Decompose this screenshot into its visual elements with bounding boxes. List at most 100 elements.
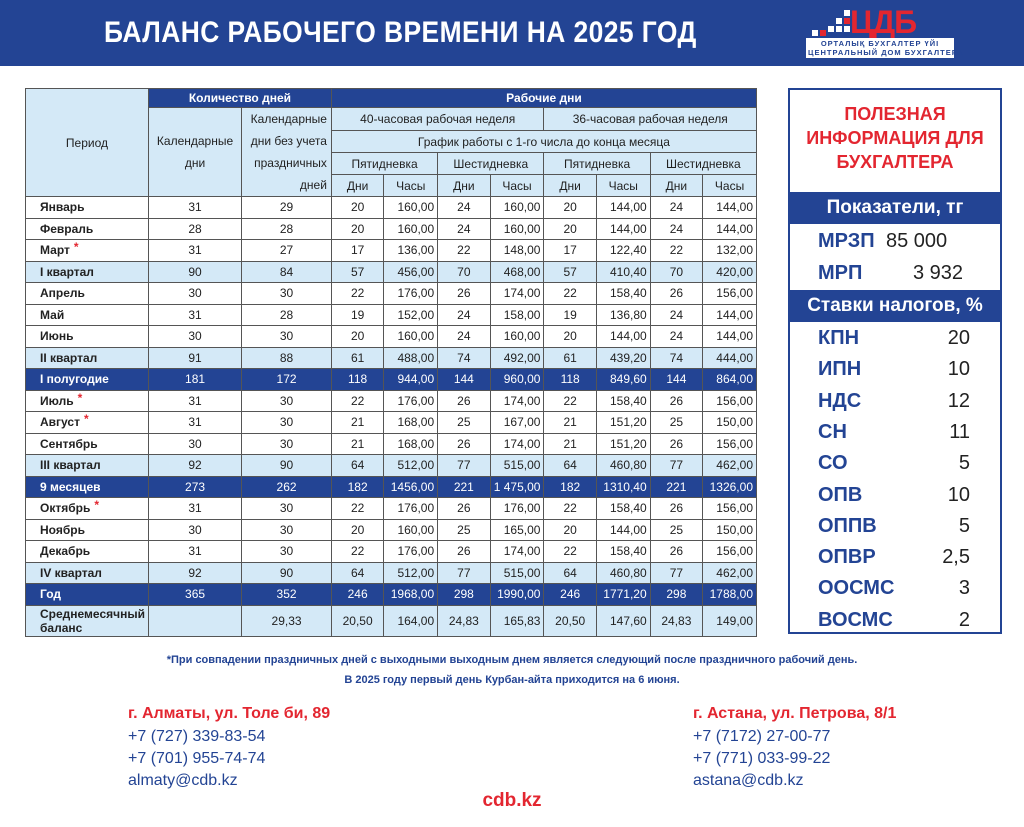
asterisk-mark: * xyxy=(77,390,83,405)
almaty-phone[interactable]: +7 (727) 339-83-54 xyxy=(128,728,266,745)
value-cell: 24,83 xyxy=(437,604,491,637)
value-cell: 144 xyxy=(649,368,704,391)
period-cell: Февраль xyxy=(25,217,149,240)
value-cell: 165,00 xyxy=(489,518,545,541)
value-cell: 144,00 xyxy=(702,303,757,326)
value-cell: 136,80 xyxy=(595,303,651,326)
value-cell: 25 xyxy=(649,411,704,434)
almaty-phone[interactable]: +7 (701) 955-74-74 xyxy=(128,750,266,767)
astana-phone[interactable]: +7 (7172) 27-00-77 xyxy=(693,728,831,745)
value-cell: 118 xyxy=(330,368,385,391)
value-cell: 147,60 xyxy=(595,604,651,637)
value-cell: 26 xyxy=(649,497,704,520)
value-cell: 365 xyxy=(147,583,243,606)
tax-item: КПН 20 xyxy=(818,327,970,350)
value-cell: 64 xyxy=(543,454,597,477)
value-cell: 31 xyxy=(147,411,243,434)
value-cell: 24,83 xyxy=(649,604,704,637)
table-row: Сентябрь 30 30 21 168,00 26 174,00 21 151,20 26 15… xyxy=(25,432,757,455)
tax-rate: 12 xyxy=(947,389,970,412)
value-cell: 144,00 xyxy=(595,196,651,219)
tax-rate: 10 xyxy=(947,483,970,506)
tax-item: ОПВР 2,5 xyxy=(818,546,970,569)
value-cell: 90 xyxy=(241,454,332,477)
tax-item: ИПН 10 xyxy=(818,358,970,381)
period-label: Январь xyxy=(40,200,85,215)
value-cell: 64 xyxy=(330,454,385,477)
astana-email[interactable]: astana@cdb.kz xyxy=(693,772,804,789)
value-cell: 1771,20 xyxy=(595,583,651,606)
value-cell: 512,00 xyxy=(383,454,439,477)
taxes-title: Ставки налогов, % xyxy=(790,290,1000,322)
value-cell: 174,00 xyxy=(489,540,545,563)
value-cell: 26 xyxy=(649,432,704,455)
page-title: БАЛАНС РАБОЧЕГО ВРЕМЕНИ НА 2025 ГОД xyxy=(104,16,697,49)
value-cell: 148,00 xyxy=(489,239,545,262)
almaty-email[interactable]: almaty@cdb.kz xyxy=(128,772,238,789)
period-cell: Август * xyxy=(25,411,149,434)
tax-rate: 3 xyxy=(958,577,970,600)
value-cell: 160,00 xyxy=(489,196,545,219)
tax-rate: 5 xyxy=(958,514,970,537)
period-label: Декабрь xyxy=(40,544,91,559)
value-cell: 21 xyxy=(330,411,385,434)
value-cell: 30 xyxy=(241,432,332,455)
period-cell: Май xyxy=(25,303,149,326)
value-cell: 944,00 xyxy=(383,368,439,391)
value-cell: 444,00 xyxy=(702,346,757,369)
tax-name: ИПН xyxy=(818,358,862,381)
value-cell: 64 xyxy=(543,561,597,584)
value-cell: 31 xyxy=(147,303,243,326)
value-cell: 26 xyxy=(437,432,491,455)
table-row: Март * 31 27 17 136,00 22 148,00 17 122,40 22 132,0… xyxy=(25,239,757,262)
period-cell: Год xyxy=(25,583,149,606)
value-cell: 22 xyxy=(543,540,597,563)
indicator-name: МРЗП xyxy=(818,230,875,252)
value-cell: 88 xyxy=(241,346,332,369)
value-cell: 29 xyxy=(241,196,332,219)
value-cell: 84 xyxy=(241,260,332,283)
value-cell: 488,00 xyxy=(383,346,439,369)
value-cell: 1 475,00 xyxy=(489,475,545,498)
footnote: *При совпадении праздничных дней с выход… xyxy=(166,654,858,666)
period-label: III квартал xyxy=(40,458,101,473)
value-cell: 64 xyxy=(330,561,385,584)
value-cell: 20 xyxy=(330,217,385,240)
value-cell: 77 xyxy=(649,561,704,584)
value-cell: 150,00 xyxy=(702,411,757,434)
value-cell: 151,20 xyxy=(595,432,651,455)
asterisk-mark: * xyxy=(94,498,100,513)
header-days: Дни xyxy=(330,174,385,197)
value-cell: 24 xyxy=(649,196,704,219)
value-cell: 20 xyxy=(330,196,385,219)
value-cell: 462,00 xyxy=(702,454,757,477)
value-cell: 144,00 xyxy=(595,518,651,541)
period-cell: Октябрь * xyxy=(25,497,149,520)
value-cell: 29,33 xyxy=(241,604,332,637)
value-cell: 77 xyxy=(437,561,491,584)
value-cell: 28 xyxy=(241,303,332,326)
value-cell: 439,20 xyxy=(595,346,651,369)
value-cell: 298 xyxy=(437,583,491,606)
tax-rate: 20 xyxy=(947,327,970,349)
value-cell: 462,00 xyxy=(702,561,757,584)
header-schedule: График работы с 1-го числа до конца меся… xyxy=(330,130,758,154)
website-link[interactable]: cdb.kz xyxy=(482,790,542,811)
astana-phone[interactable]: +7 (771) 033-99-22 xyxy=(693,750,831,767)
tax-name: КПН xyxy=(818,327,860,349)
value-cell: 1968,00 xyxy=(383,583,439,606)
value-cell: 90 xyxy=(241,561,332,584)
value-cell: 20 xyxy=(543,325,597,348)
value-cell: 144,00 xyxy=(702,325,757,348)
value-cell: 152,00 xyxy=(383,303,439,326)
value-cell: 156,00 xyxy=(702,497,757,520)
period-cell: Март * xyxy=(25,239,149,262)
value-cell: 160,00 xyxy=(383,217,439,240)
value-cell: 20 xyxy=(330,518,385,541)
value-cell: 262 xyxy=(241,475,332,498)
value-cell: 1310,40 xyxy=(595,475,651,498)
logo-text: ОРТАЛЫҚ БУХГАЛТЕР ҮЙІ xyxy=(820,39,940,48)
tax-item: ОППВ 5 xyxy=(818,515,970,538)
value-cell: 160,00 xyxy=(489,325,545,348)
period-label: Июль xyxy=(40,393,74,408)
